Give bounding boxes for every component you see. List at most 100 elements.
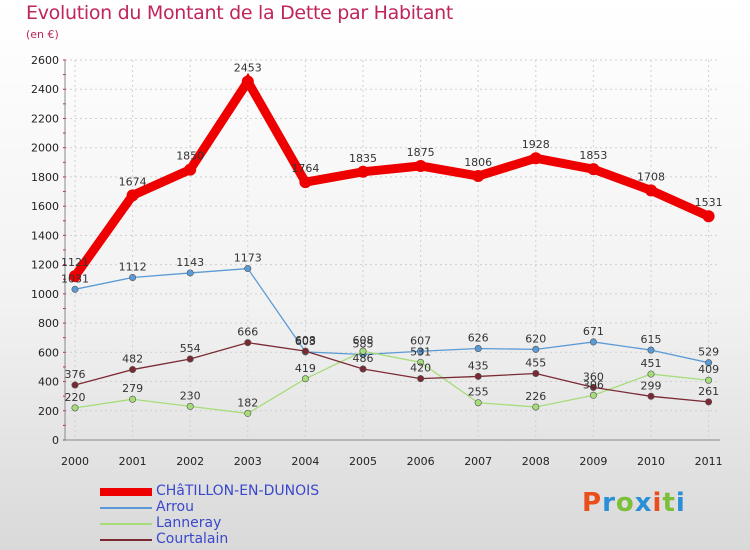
y-tick-label: 1800 xyxy=(31,171,59,184)
data-point xyxy=(71,381,79,389)
y-tick-label: 400 xyxy=(38,376,59,389)
data-label: 1806 xyxy=(464,156,492,169)
axes: 0 200 400 600 800 1000 1200 1400 1600 1800 2000 220… xyxy=(31,54,723,468)
data-label: 226 xyxy=(525,390,546,403)
data-point xyxy=(647,346,655,354)
data-point xyxy=(589,383,597,391)
series-line-ch-tillon-en-dunois xyxy=(71,72,711,279)
data-point xyxy=(417,358,425,366)
legend: CHâTILLON-EN-DUNOIS Arrou Lanneray Courtala… xyxy=(100,483,400,548)
data-point xyxy=(529,152,542,165)
y-tick-label: 200 xyxy=(38,405,59,418)
data-label: 1853 xyxy=(579,149,607,162)
data-point xyxy=(186,355,194,363)
data-label: 435 xyxy=(468,359,489,372)
data-point xyxy=(71,285,79,293)
data-label: 230 xyxy=(180,389,201,402)
logo-letter: P xyxy=(582,488,603,518)
data-point xyxy=(69,270,81,283)
data-label: 220 xyxy=(65,391,86,404)
data-label: 299 xyxy=(641,379,662,392)
data-point xyxy=(414,159,427,172)
x-tick-label: 2006 xyxy=(407,455,435,468)
data-point xyxy=(299,176,312,189)
grid-lines xyxy=(65,59,720,441)
legend-swatch xyxy=(100,539,152,541)
legend-swatch xyxy=(100,488,152,496)
x-tick-label: 2005 xyxy=(349,455,377,468)
legend-swatch xyxy=(100,507,152,509)
logo-letter: t xyxy=(662,488,676,518)
data-point xyxy=(244,265,252,273)
data-point xyxy=(587,163,600,176)
data-label: 1531 xyxy=(695,196,723,209)
data-point xyxy=(244,339,252,347)
x-tick-label: 2008 xyxy=(522,455,550,468)
data-label: 306 xyxy=(583,378,604,391)
x-tick-label: 2007 xyxy=(464,455,492,468)
series-lines xyxy=(69,72,715,417)
series-line-lanneray xyxy=(74,350,709,415)
y-tick-label: 2400 xyxy=(31,83,59,96)
data-point xyxy=(126,189,139,202)
x-tick-label: 2010 xyxy=(637,455,665,468)
legend-item: Courtalain xyxy=(100,531,400,548)
data-point xyxy=(301,347,309,355)
data-point xyxy=(532,369,540,377)
data-label: 666 xyxy=(237,326,258,339)
data-label: 1121 xyxy=(61,256,89,269)
data-point xyxy=(647,370,655,378)
data-point xyxy=(474,345,482,353)
data-label: 585 xyxy=(353,338,374,351)
data-point xyxy=(705,359,713,367)
data-label: 1835 xyxy=(349,152,377,165)
data-label: 671 xyxy=(583,325,604,338)
data-label: 419 xyxy=(295,362,316,375)
data-label: 255 xyxy=(468,386,489,399)
series-line-arrou xyxy=(74,267,709,364)
data-label: 1031 xyxy=(61,272,89,285)
logo-letter: i xyxy=(675,488,686,518)
y-tick-label: 0 xyxy=(52,434,59,447)
data-point xyxy=(359,365,367,373)
data-label: 376 xyxy=(65,368,86,381)
legend-label: Arrou xyxy=(156,499,194,515)
data-point xyxy=(705,398,713,406)
y-tick-label: 1000 xyxy=(31,288,59,301)
data-point xyxy=(472,170,485,183)
data-point xyxy=(645,184,657,197)
data-label: 608 xyxy=(353,334,374,347)
data-point xyxy=(71,404,79,412)
logo-letter: x xyxy=(634,488,653,518)
chart-title: Evolution du Montant de la Dette par Hab… xyxy=(26,2,454,24)
data-label: 420 xyxy=(410,362,431,375)
data-label: 409 xyxy=(698,363,719,376)
data-point xyxy=(417,347,425,355)
data-label: 261 xyxy=(698,385,719,398)
data-label: 482 xyxy=(122,353,143,366)
data-label: 455 xyxy=(525,357,546,370)
data-label: 603 xyxy=(295,335,316,348)
x-tick-label: 2002 xyxy=(176,455,204,468)
data-label: 360 xyxy=(583,370,604,383)
legend-label: CHâTILLON-EN-DUNOIS xyxy=(156,483,320,499)
y-tick-label: 2600 xyxy=(31,54,59,67)
legend-item: Arrou xyxy=(100,499,400,516)
x-tick-label: 2000 xyxy=(61,455,89,468)
data-point xyxy=(705,376,713,384)
data-point xyxy=(474,372,482,380)
data-label: 1143 xyxy=(176,256,204,269)
data-point xyxy=(186,402,194,410)
data-point xyxy=(417,375,425,383)
data-label: 182 xyxy=(237,396,258,409)
data-label: 1173 xyxy=(234,252,262,265)
data-point xyxy=(357,165,369,178)
data-label: 279 xyxy=(122,382,143,395)
data-point xyxy=(241,75,254,88)
data-label: 1850 xyxy=(176,150,204,163)
data-point xyxy=(129,395,137,403)
data-point xyxy=(186,269,194,277)
data-label: 1708 xyxy=(637,170,665,183)
data-label: 608 xyxy=(295,334,316,347)
data-point xyxy=(129,366,137,374)
